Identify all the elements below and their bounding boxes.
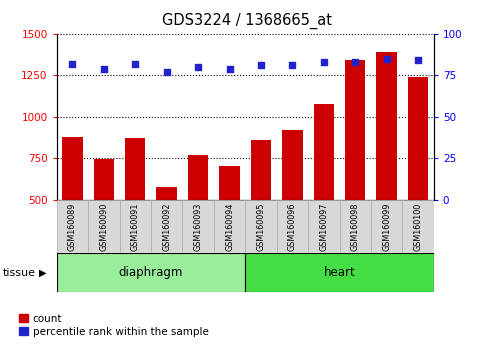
Text: diaphragm: diaphragm xyxy=(119,266,183,279)
Point xyxy=(226,66,234,72)
Text: GSM160092: GSM160092 xyxy=(162,202,171,251)
Legend: count, percentile rank within the sample: count, percentile rank within the sample xyxy=(15,310,213,341)
Text: GSM160094: GSM160094 xyxy=(225,202,234,251)
Bar xyxy=(314,104,334,283)
Text: GSM160099: GSM160099 xyxy=(382,202,391,251)
Text: tissue: tissue xyxy=(2,268,35,278)
Bar xyxy=(371,200,402,253)
Text: heart: heart xyxy=(324,266,355,279)
Bar xyxy=(402,200,434,253)
Text: GSM160089: GSM160089 xyxy=(68,202,77,251)
Text: GDS3224 / 1368665_at: GDS3224 / 1368665_at xyxy=(162,12,331,29)
Bar xyxy=(377,52,397,283)
Bar xyxy=(119,200,151,253)
Point xyxy=(320,59,328,65)
Bar xyxy=(282,130,303,283)
Bar xyxy=(94,159,114,283)
Text: GSM160095: GSM160095 xyxy=(256,202,266,251)
Point xyxy=(131,61,139,67)
Point xyxy=(288,62,296,68)
Bar xyxy=(308,200,340,253)
Bar xyxy=(57,253,245,292)
Point xyxy=(383,56,390,62)
Text: GSM160093: GSM160093 xyxy=(194,202,203,251)
Text: GSM160096: GSM160096 xyxy=(288,202,297,251)
Bar xyxy=(57,200,88,253)
Text: GSM160091: GSM160091 xyxy=(131,202,140,251)
Bar xyxy=(156,187,177,283)
Bar xyxy=(219,166,240,283)
Point xyxy=(194,64,202,70)
Text: GSM160100: GSM160100 xyxy=(414,202,423,251)
Point xyxy=(352,59,359,65)
Bar xyxy=(151,200,182,253)
Bar xyxy=(245,253,434,292)
Bar xyxy=(251,140,271,283)
Bar xyxy=(245,200,277,253)
Bar xyxy=(277,200,308,253)
Bar xyxy=(182,200,214,253)
Point xyxy=(100,66,108,72)
Text: GSM160097: GSM160097 xyxy=(319,202,328,251)
Point xyxy=(69,61,76,67)
Text: GSM160098: GSM160098 xyxy=(351,202,360,251)
Bar xyxy=(214,200,245,253)
Bar xyxy=(88,200,119,253)
Bar xyxy=(340,200,371,253)
Bar xyxy=(62,137,83,283)
Point xyxy=(257,62,265,68)
Point xyxy=(414,57,422,63)
Point xyxy=(163,69,171,75)
Bar xyxy=(125,138,145,283)
Bar xyxy=(345,60,365,283)
Bar xyxy=(408,77,428,283)
Text: ▶: ▶ xyxy=(39,268,47,278)
Text: GSM160090: GSM160090 xyxy=(99,202,108,251)
Bar xyxy=(188,155,209,283)
